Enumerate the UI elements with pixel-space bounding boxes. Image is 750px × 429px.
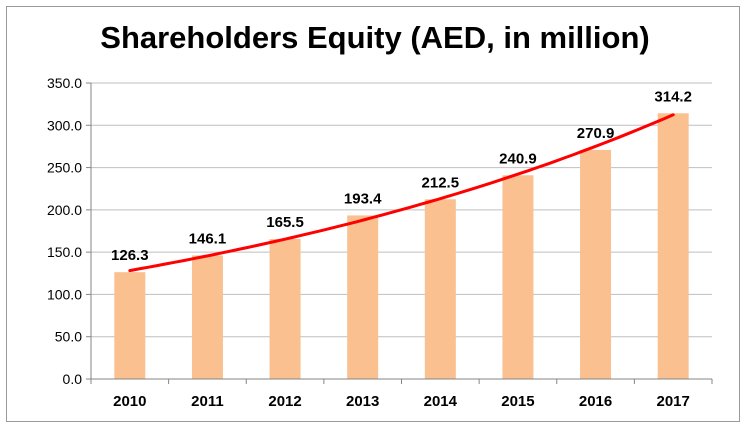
y-tick-label: 200.0 (47, 202, 82, 218)
y-tick-label: 100.0 (47, 286, 82, 302)
bar (580, 149, 612, 379)
data-label: 212.5 (422, 174, 460, 191)
y-tick-label: 150.0 (47, 244, 82, 260)
x-tick-label: 2014 (424, 393, 458, 410)
x-tick-label: 2010 (113, 393, 146, 410)
bar (114, 272, 146, 379)
x-tick-label: 2011 (191, 393, 224, 410)
y-tick-label: 250.0 (47, 160, 82, 176)
axes: 0.0 50.0 100.0 150.0 200.0 250.0 300.0 350.0 201… (47, 75, 713, 410)
data-label: 165.5 (266, 214, 304, 231)
data-label: 126.3 (111, 247, 149, 264)
chart-title: Shareholders Equity (AED, in million) (100, 20, 650, 55)
x-tick-label: 2013 (346, 393, 379, 410)
data-label: 146.1 (189, 230, 227, 247)
data-label: 193.4 (344, 190, 382, 207)
bar (657, 113, 689, 379)
data-labels: 126.3 146.1 165.5 193.4 212.5 240.9 270.9 314.2 (111, 88, 692, 264)
x-tick-label: 2015 (501, 393, 534, 410)
x-tick-label: 2017 (657, 393, 690, 410)
bar (347, 215, 379, 379)
y-tick-label: 300.0 (47, 117, 82, 133)
y-tick-label: 50.0 (55, 329, 82, 345)
x-tick-label: 2016 (579, 393, 612, 410)
data-label: 240.9 (499, 150, 537, 167)
bar (502, 175, 534, 379)
bar (424, 199, 456, 379)
trendline-layer (128, 113, 675, 273)
bar (269, 239, 301, 379)
bars (114, 113, 689, 379)
data-label: 314.2 (654, 88, 692, 105)
x-tick-label: 2012 (268, 393, 301, 410)
data-label: 270.9 (577, 125, 615, 142)
trendline (128, 113, 675, 273)
bar (191, 255, 223, 379)
y-tick-label: 350.0 (47, 75, 82, 91)
y-tick-label: 0.0 (63, 371, 83, 387)
